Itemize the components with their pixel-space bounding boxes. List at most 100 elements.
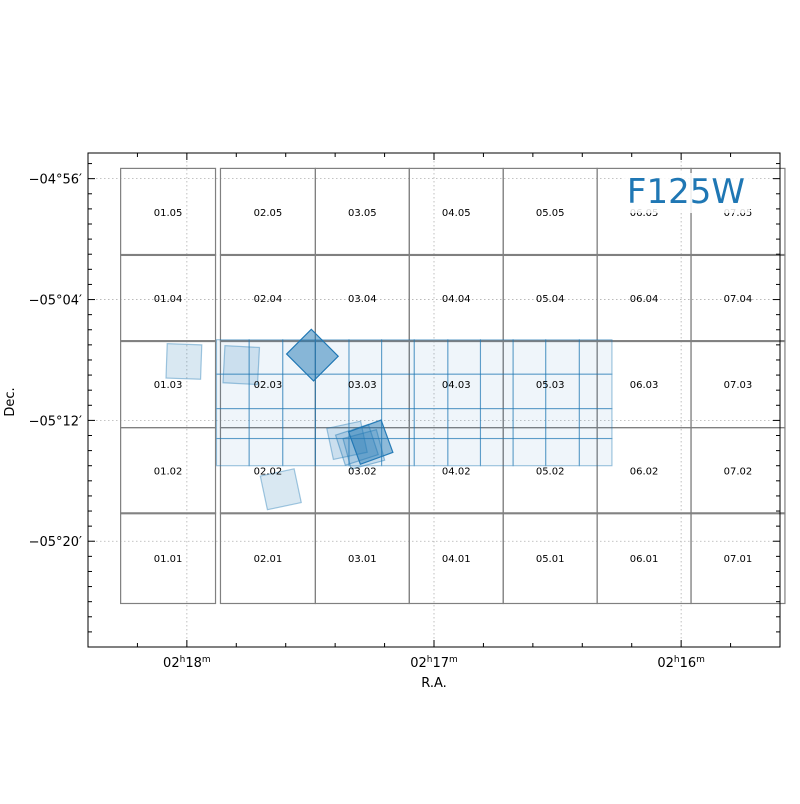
mosaic-cell bbox=[413, 437, 449, 467]
mosaic-cell bbox=[282, 408, 316, 440]
tile-label-03.04: 03.04 bbox=[348, 294, 377, 305]
mosaic-cell bbox=[314, 408, 350, 440]
tile-label-06.05: 06.05 bbox=[630, 208, 659, 219]
mosaic-cell bbox=[314, 437, 350, 467]
tile-label-02.02: 02.02 bbox=[254, 467, 283, 478]
y-axis-label: Dec. bbox=[3, 387, 18, 416]
mosaic-cell bbox=[447, 339, 482, 375]
tile-label-02.04: 02.04 bbox=[254, 294, 283, 305]
mosaic-cell bbox=[512, 437, 547, 467]
tile-07.02 bbox=[690, 427, 786, 515]
pointing-footprint-2 bbox=[347, 419, 394, 466]
pointing-footprint-7 bbox=[222, 345, 261, 386]
tile-07.01 bbox=[690, 512, 786, 605]
tile-label-06.01: 06.01 bbox=[630, 554, 659, 565]
tile-01.01 bbox=[120, 512, 217, 605]
mosaic-cell bbox=[248, 339, 284, 375]
mosaic-cell bbox=[413, 373, 449, 410]
tile-label-01.01: 01.01 bbox=[154, 554, 183, 565]
mosaic-cell bbox=[545, 408, 580, 440]
tile-label-01.03: 01.03 bbox=[154, 380, 183, 391]
mosaic-cell bbox=[447, 408, 482, 440]
x-tick-label: 02h16m bbox=[657, 655, 705, 671]
pointing-footprint-4 bbox=[342, 428, 386, 470]
tile-label-07.03: 07.03 bbox=[724, 380, 753, 391]
mosaic-cell bbox=[479, 408, 514, 440]
mosaic-cell bbox=[512, 408, 547, 440]
mosaic-cell bbox=[479, 339, 514, 375]
mosaic-cell bbox=[578, 437, 613, 467]
x-tick-label: 02h17m bbox=[410, 655, 458, 671]
tile-label-07.05: 07.05 bbox=[724, 208, 753, 219]
mosaic-cell bbox=[248, 373, 284, 410]
mosaic-cell bbox=[447, 437, 482, 467]
tile-label-04.01: 04.01 bbox=[442, 554, 471, 565]
tile-label-07.02: 07.02 bbox=[724, 467, 753, 478]
mosaic-cell bbox=[282, 437, 316, 467]
mosaic-cell bbox=[215, 339, 250, 375]
y-tick-label: −05°20′ bbox=[29, 535, 82, 550]
y-tick-label: −04°56′ bbox=[29, 173, 82, 188]
mosaic-cell bbox=[381, 339, 415, 375]
mosaic-cell bbox=[545, 437, 580, 467]
filter-label: F125W bbox=[627, 172, 745, 212]
mosaic-cell bbox=[512, 339, 547, 375]
tile-label-01.05: 01.05 bbox=[154, 208, 183, 219]
mosaic-cell bbox=[348, 437, 383, 467]
mosaic-cell bbox=[447, 373, 482, 410]
mosaic-coverage bbox=[215, 339, 613, 467]
mosaic-cell bbox=[512, 373, 547, 410]
axis-ticks: 02h18m 02h17m 02h16m −04°56′ −05°04′ −05°12′ −… bbox=[29, 153, 781, 671]
mosaic-cell bbox=[248, 437, 284, 467]
pointing-footprint-6 bbox=[165, 343, 203, 380]
mosaic-cell bbox=[314, 373, 350, 410]
tile-label-07.01: 07.01 bbox=[724, 554, 753, 565]
tile-label-06.02: 06.02 bbox=[630, 467, 659, 478]
tile-label-04.04: 04.04 bbox=[442, 294, 471, 305]
tile-label-01.02: 01.02 bbox=[154, 467, 183, 478]
tile-label-04.03: 04.03 bbox=[442, 380, 471, 391]
y-tick-label: −05°12′ bbox=[29, 414, 82, 429]
pointing-footprints bbox=[165, 328, 394, 511]
mosaic-cell bbox=[215, 437, 250, 467]
mosaic-cell bbox=[381, 437, 415, 467]
mosaic-cell bbox=[215, 373, 250, 410]
tile-label-07.04: 07.04 bbox=[724, 294, 753, 305]
tile-label-02.03: 02.03 bbox=[254, 380, 283, 391]
pointing-footprint-3 bbox=[334, 423, 380, 467]
mosaic-cell bbox=[348, 339, 383, 375]
tile-label-03.01: 03.01 bbox=[348, 554, 377, 565]
tile-label-05.04: 05.04 bbox=[536, 294, 565, 305]
tile-label-04.02: 04.02 bbox=[442, 467, 471, 478]
tile-label-05.02: 05.02 bbox=[536, 467, 565, 478]
mosaic-cell bbox=[479, 437, 514, 467]
tile-label-06.04: 06.04 bbox=[630, 294, 659, 305]
tile-label-04.05: 04.05 bbox=[442, 208, 471, 219]
mosaic-cell bbox=[381, 373, 415, 410]
mosaic-cell bbox=[282, 373, 316, 410]
mosaic-cell bbox=[479, 373, 514, 410]
mosaic-cell bbox=[348, 408, 383, 440]
mosaic-cell bbox=[413, 408, 449, 440]
tile-label-01.04: 01.04 bbox=[154, 294, 183, 305]
tile-01.04 bbox=[120, 253, 217, 343]
tile-label-06.03: 06.03 bbox=[630, 380, 659, 391]
tile-label-03.03: 03.03 bbox=[348, 380, 377, 391]
mosaic-cell bbox=[545, 373, 580, 410]
filter-label-background bbox=[622, 173, 750, 213]
x-tick-label: 02h18m bbox=[163, 655, 211, 671]
mosaic-cell bbox=[578, 339, 613, 375]
tile-01.02 bbox=[120, 427, 217, 515]
mosaic-cell bbox=[215, 408, 250, 440]
tile-label-03.05: 03.05 bbox=[348, 208, 377, 219]
tile-01.05 bbox=[120, 167, 217, 257]
mosaic-cell bbox=[413, 339, 449, 375]
mosaic-cell bbox=[381, 408, 415, 440]
tile-label-05.01: 05.01 bbox=[536, 554, 565, 565]
mosaic-cell bbox=[348, 373, 383, 410]
y-tick-label: −05°04′ bbox=[29, 294, 82, 309]
mosaic-cell bbox=[578, 373, 613, 410]
pointing-footprint-5 bbox=[326, 420, 368, 461]
tile-labels: 01.05 02.05 03.05 04.05 05.05 06.05 07.05 01.04… bbox=[154, 208, 753, 565]
